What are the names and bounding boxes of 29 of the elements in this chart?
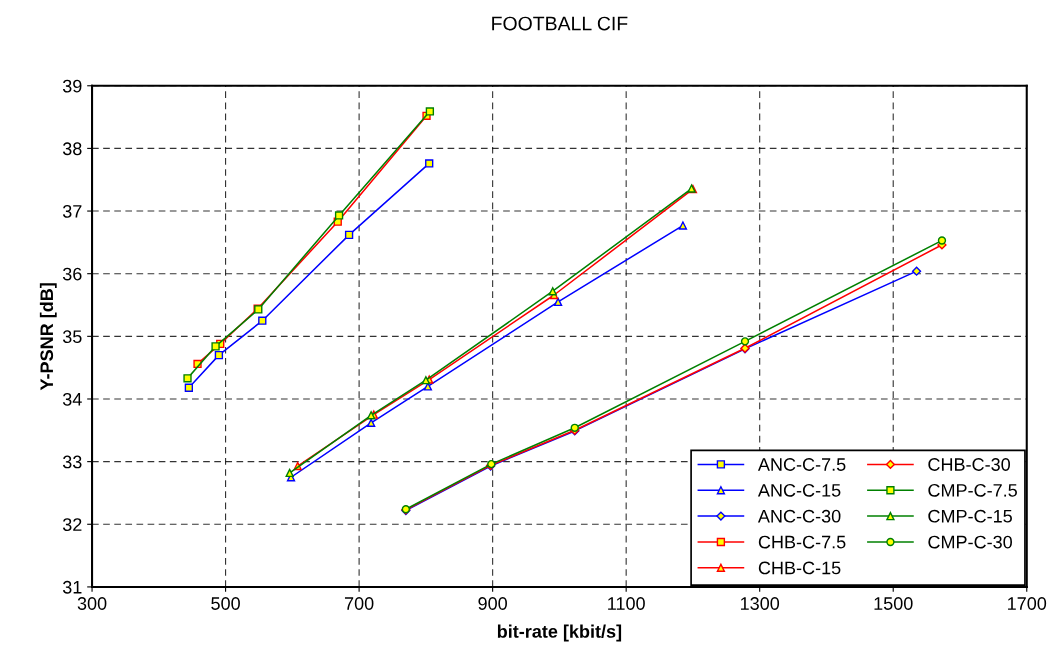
y-tick-label: 35 — [62, 330, 82, 344]
legend-label: CMP-C-7.5 — [928, 483, 1017, 497]
x-tick-label: 700 — [344, 597, 374, 610]
y-tick-label: 37 — [62, 204, 82, 218]
legend-label: CMP-C-30 — [928, 535, 1012, 549]
y-tick-label: 31 — [62, 580, 82, 594]
y-axis-title: Y-PSNR [dB] — [39, 283, 57, 391]
y-tick-label: 32 — [62, 518, 82, 531]
legend-label: ANC-C-30 — [757, 509, 841, 523]
x-tick-label: 300 — [77, 597, 107, 610]
y-tick-label: 34 — [62, 392, 82, 406]
legend-label: CHB-C-7.5 — [758, 535, 846, 549]
x-tick-label: 1700 — [1008, 597, 1047, 610]
x-tick-label: 900 — [478, 597, 507, 610]
legend-label: ANC-C-7.5 — [757, 458, 846, 471]
y-tick-label: 39 — [62, 79, 82, 93]
x-tick-label: 500 — [211, 597, 240, 610]
y-tick-label: 33 — [62, 455, 82, 469]
y-tick-label: 36 — [62, 267, 82, 281]
legend-label: ANC-C-15 — [757, 483, 841, 497]
legend-label: CMP-C-15 — [928, 509, 1012, 523]
x-tick-label: 1100 — [608, 597, 645, 610]
legend-label: CHB-C-15 — [758, 561, 841, 575]
x-tick-label: 1300 — [740, 597, 780, 610]
x-axis-title: bit-rate [kbit/s] — [497, 624, 622, 642]
chart-title: FOOTBALL CIF — [492, 16, 628, 31]
legend-label: CHB-C-30 — [928, 458, 1010, 471]
x-tick-label: 1500 — [874, 597, 913, 610]
y-tick-label: 38 — [62, 142, 82, 156]
